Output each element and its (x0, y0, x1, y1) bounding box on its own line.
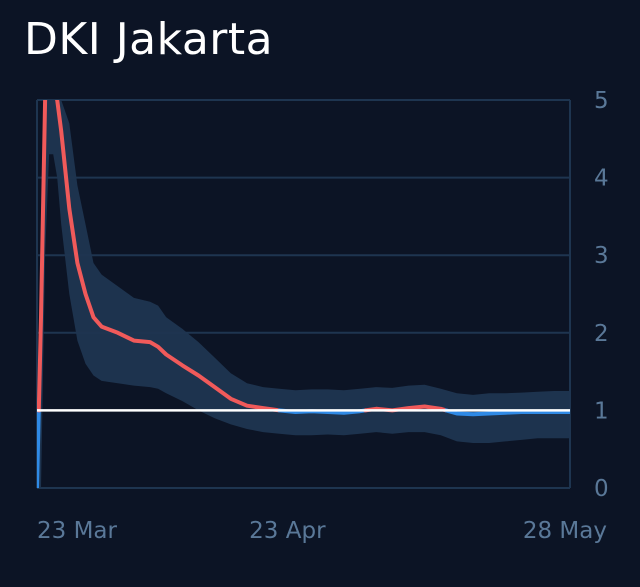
x-tick-label-0: 23 Mar (37, 518, 118, 544)
x-ticks: 23 Mar 23 Apr 28 May (37, 518, 607, 544)
y-tick-label-5: 5 (594, 88, 609, 114)
x-tick-label-2: 28 May (523, 518, 607, 544)
rt-line-above-3 (363, 404, 449, 413)
y-tick-label-4: 4 (594, 166, 609, 192)
x-tick-label-1: 23 Apr (249, 518, 326, 544)
uncertainty-band (37, 100, 570, 488)
rt-line-below-0 (37, 408, 41, 488)
confidence-band (37, 100, 570, 488)
y-tick-label-2: 2 (594, 321, 609, 347)
y-ticks: 0 1 2 3 4 5 (594, 88, 609, 502)
rt-line-below-4 (444, 408, 570, 417)
chart-title: DKI Jakarta (24, 14, 274, 65)
y-tick-label-3: 3 (594, 243, 609, 269)
y-tick-label-1: 1 (594, 398, 609, 424)
y-tick-label-0: 0 (594, 476, 609, 502)
rt-line-above-1 (37, 100, 282, 413)
